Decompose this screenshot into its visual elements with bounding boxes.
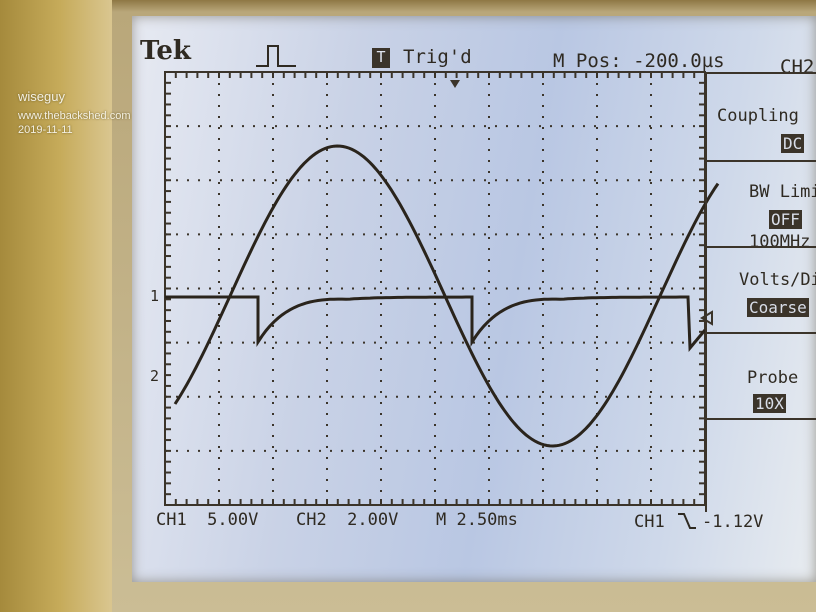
watermark-user: wiseguy <box>18 89 65 104</box>
ch1-trace <box>165 295 707 352</box>
ch1-scale: CH1 5.00V <box>156 510 259 530</box>
ch2-ground-marker: 2 <box>150 367 160 385</box>
horizontal-position: M Pos: -200.0µs <box>553 50 725 72</box>
watermark-site: www.thebackshed.com <box>18 110 131 122</box>
channel-menu: Coupling DC BW Limit OFF 100MHz Volts/Di… <box>705 72 816 512</box>
ch2-sine-trace <box>173 144 720 448</box>
watermark-date: 2019-11-11 <box>18 124 73 136</box>
brand-logo: Tek <box>140 36 191 66</box>
trigger-position-marker <box>450 80 460 88</box>
trigger-source: CH1 <box>634 512 665 532</box>
ch1-ground-marker: 1 <box>150 287 160 305</box>
trigger-icon: T <box>372 48 390 68</box>
trigger-status: Trig'd <box>403 46 472 68</box>
menu-probe[interactable]: Probe 10X <box>707 332 816 420</box>
menu-bw-limit[interactable]: BW Limit OFF 100MHz <box>707 160 816 252</box>
menu-coupling[interactable]: Coupling DC <box>707 72 816 162</box>
trigger-level-marker <box>700 310 713 326</box>
menu-volts-div[interactable]: Volts/Div Coarse <box>707 246 816 334</box>
ch2-scale: CH2 2.00V <box>296 510 399 530</box>
timebase: M 2.50ms <box>436 510 518 530</box>
trigger-level: -1.12V <box>702 512 764 532</box>
